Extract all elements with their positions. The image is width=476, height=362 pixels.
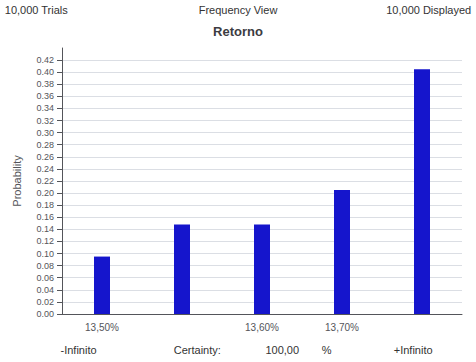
svg-text:Frequency View: Frequency View [199, 4, 278, 16]
svg-text:0.04: 0.04 [36, 285, 54, 295]
svg-text:0.36: 0.36 [36, 91, 54, 101]
svg-text:0.28: 0.28 [36, 140, 54, 150]
svg-text:13,50%: 13,50% [85, 322, 119, 333]
svg-text:0.22: 0.22 [36, 176, 54, 186]
svg-text:0.40: 0.40 [36, 67, 54, 77]
svg-text:0.34: 0.34 [36, 103, 54, 113]
svg-text:0.12: 0.12 [36, 236, 54, 246]
svg-text:Retorno: Retorno [213, 24, 263, 39]
svg-text:0.16: 0.16 [36, 212, 54, 222]
svg-text:0.00: 0.00 [36, 309, 54, 319]
svg-text:0.10: 0.10 [36, 249, 54, 259]
svg-text:0.06: 0.06 [36, 273, 54, 283]
svg-text:0.38: 0.38 [36, 79, 54, 89]
svg-text:13,60%: 13,60% [245, 322, 279, 333]
svg-text:0.26: 0.26 [36, 152, 54, 162]
svg-text:0.14: 0.14 [36, 224, 54, 234]
svg-text:0.20: 0.20 [36, 188, 54, 198]
svg-text:13,70%: 13,70% [325, 322, 359, 333]
svg-text:0.02: 0.02 [36, 297, 54, 307]
svg-text:0.08: 0.08 [36, 261, 54, 271]
svg-text:10,000 Displayed: 10,000 Displayed [386, 4, 471, 16]
svg-text:10,000 Trials: 10,000 Trials [5, 4, 68, 16]
svg-text:%: % [322, 344, 332, 356]
svg-text:0.42: 0.42 [36, 55, 54, 65]
svg-text:0.32: 0.32 [36, 116, 54, 126]
svg-text:0.18: 0.18 [36, 200, 54, 210]
svg-text:-Infinito: -Infinito [61, 344, 97, 356]
svg-text:Certainty:: Certainty: [174, 344, 221, 356]
svg-text:Probability: Probability [11, 155, 23, 207]
svg-text:0.30: 0.30 [36, 128, 54, 138]
svg-text:0.24: 0.24 [36, 164, 54, 174]
svg-text:+Infinito: +Infinito [394, 344, 433, 356]
svg-text:100,00: 100,00 [265, 344, 299, 356]
